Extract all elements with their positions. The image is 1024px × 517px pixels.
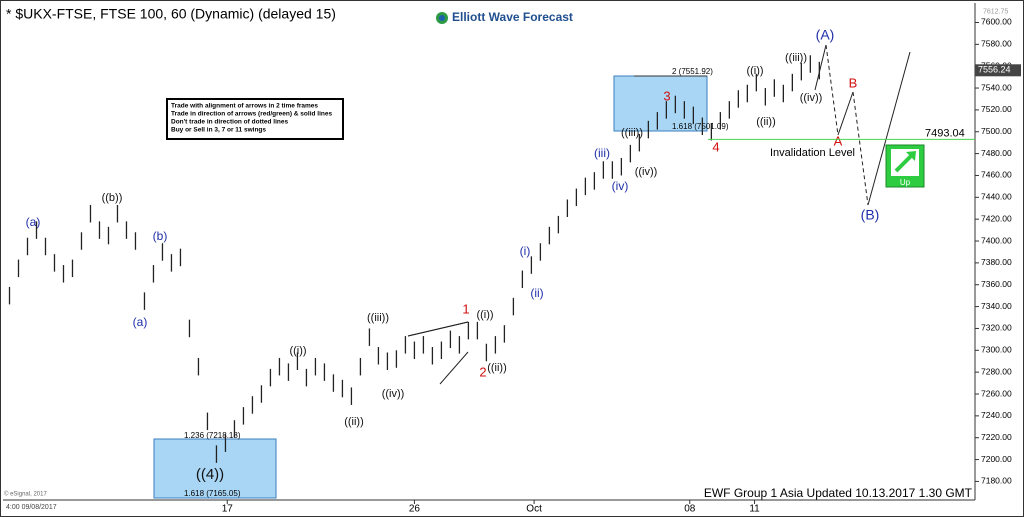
y-tick-label: 7600.00 [981,17,1012,27]
wave-label: ((i)) [476,309,493,321]
y-tick-label: 7300.00 [981,345,1012,355]
wave-label: B [849,75,858,90]
y-tick-label: 7520.00 [981,104,1012,114]
wave-label: ((ii)) [344,416,364,428]
wave-label: ((i)) [289,345,306,357]
invalidation-text: Invalidation Level [770,147,855,159]
wave-label: (a) [26,215,41,229]
last-price: 7556.24 [978,65,1011,75]
y-tick-label: 7280.00 [981,366,1012,376]
wedge-line [439,351,469,385]
wave-label: (iii) [594,146,610,160]
signal-arrow [906,151,916,161]
y-tick-label: 7320.00 [981,323,1012,333]
logo-icon [439,15,445,21]
projection-line [852,91,869,206]
footer: EWF Group 1 Asia Updated 10.13.2017 1.30… [704,486,973,500]
y-tick-label: 7260.00 [981,388,1012,398]
y-tick-label: 7500.00 [981,126,1012,136]
logo: Elliott Wave Forecast [452,10,573,24]
y-tick-label: 7440.00 [981,192,1012,202]
rule: Trade in direction of arrows (red/green)… [171,111,332,118]
y-tick-label: 7400.00 [981,235,1012,245]
rule: Trade with alignment of arrows in 2 time… [171,103,318,110]
signal-label: Up [900,178,911,187]
x-tick-label: 17 [222,504,234,515]
fib-label: 1.618 (7501.09) [672,122,729,131]
y-tick-label: 7480.00 [981,148,1012,158]
wave-label: ((iii)) [621,127,643,139]
y-tick-label: 7340.00 [981,301,1012,311]
wave-label: (iv) [612,179,629,193]
wave-label: 4 [712,139,719,154]
wave-label: (ii) [530,286,543,300]
y-tick-label: 7220.00 [981,432,1012,442]
rule: Don't trade in direction of dotted lines [171,119,288,126]
wave-label: (B) [861,207,880,223]
wave-label: 1 [462,301,469,316]
wave-label: ((b)) [102,192,123,204]
x-tick-label: 11 [749,504,760,515]
wave-label: ((iii)) [367,312,389,324]
projection-line [825,44,839,136]
y-tick-label: 7420.00 [981,213,1012,223]
y-tick-label: 7580.00 [981,39,1012,49]
wave-label: ((4)) [196,466,224,483]
last-price-box [975,64,1021,77]
x-tick-label: 08 [684,504,696,515]
y-tick-label: 7360.00 [981,279,1012,289]
wave-label: ((iv)) [800,92,823,104]
y-tick-label: 7240.00 [981,410,1012,420]
x-tick-label: Oct [526,504,542,515]
projection-line [867,51,911,206]
wave-label: (A) [816,27,835,43]
start-time: 4:00 09/08/2017 [6,504,57,511]
wave-label: A [834,133,843,148]
chart-title: * $UKX-FTSE, FTSE 100, 60 (Dynamic) (del… [6,6,336,22]
wave-label: 3 [663,88,670,103]
invalidation-value: 7493.04 [925,127,965,139]
wave-label: 2 [479,364,486,379]
fib-box [153,438,277,499]
y-tick-label: 7200.00 [981,454,1012,464]
fib-label: 2 (7551.92) [672,67,713,76]
y-tick-label: 7540.00 [981,82,1012,92]
wave-label: ((ii)) [756,116,776,128]
wave-label: (i) [520,244,531,258]
fib-label: 1.236 (7218.18) [184,431,241,440]
projection-line [814,44,827,91]
y-tick-label: 7460.00 [981,170,1012,180]
copyright: © eSignal, 2017 [4,491,47,498]
x-tick-label: 26 [409,504,421,515]
wave-label: ((iv)) [382,388,405,400]
fib-box [613,75,708,132]
y-tick-label: 7380.00 [981,257,1012,267]
wave-label: ((iii)) [785,52,807,64]
wave-label: ((i)) [746,65,763,77]
wave-label: ((iv)) [635,166,658,178]
rules-box [166,98,344,140]
fib-label: 1.618 (7165.05) [184,489,241,498]
wave-label: (b) [153,229,168,243]
y-tick-label: 7180.00 [981,476,1012,486]
rule: Buy or Sell in 3, 7 or 11 swings [171,127,266,134]
wave-label: ((ii)) [487,362,507,374]
projection-line [837,91,854,136]
wedge-line [407,321,469,337]
wave-label: (a) [133,315,148,329]
top-price: 7612.75 [983,8,1008,15]
